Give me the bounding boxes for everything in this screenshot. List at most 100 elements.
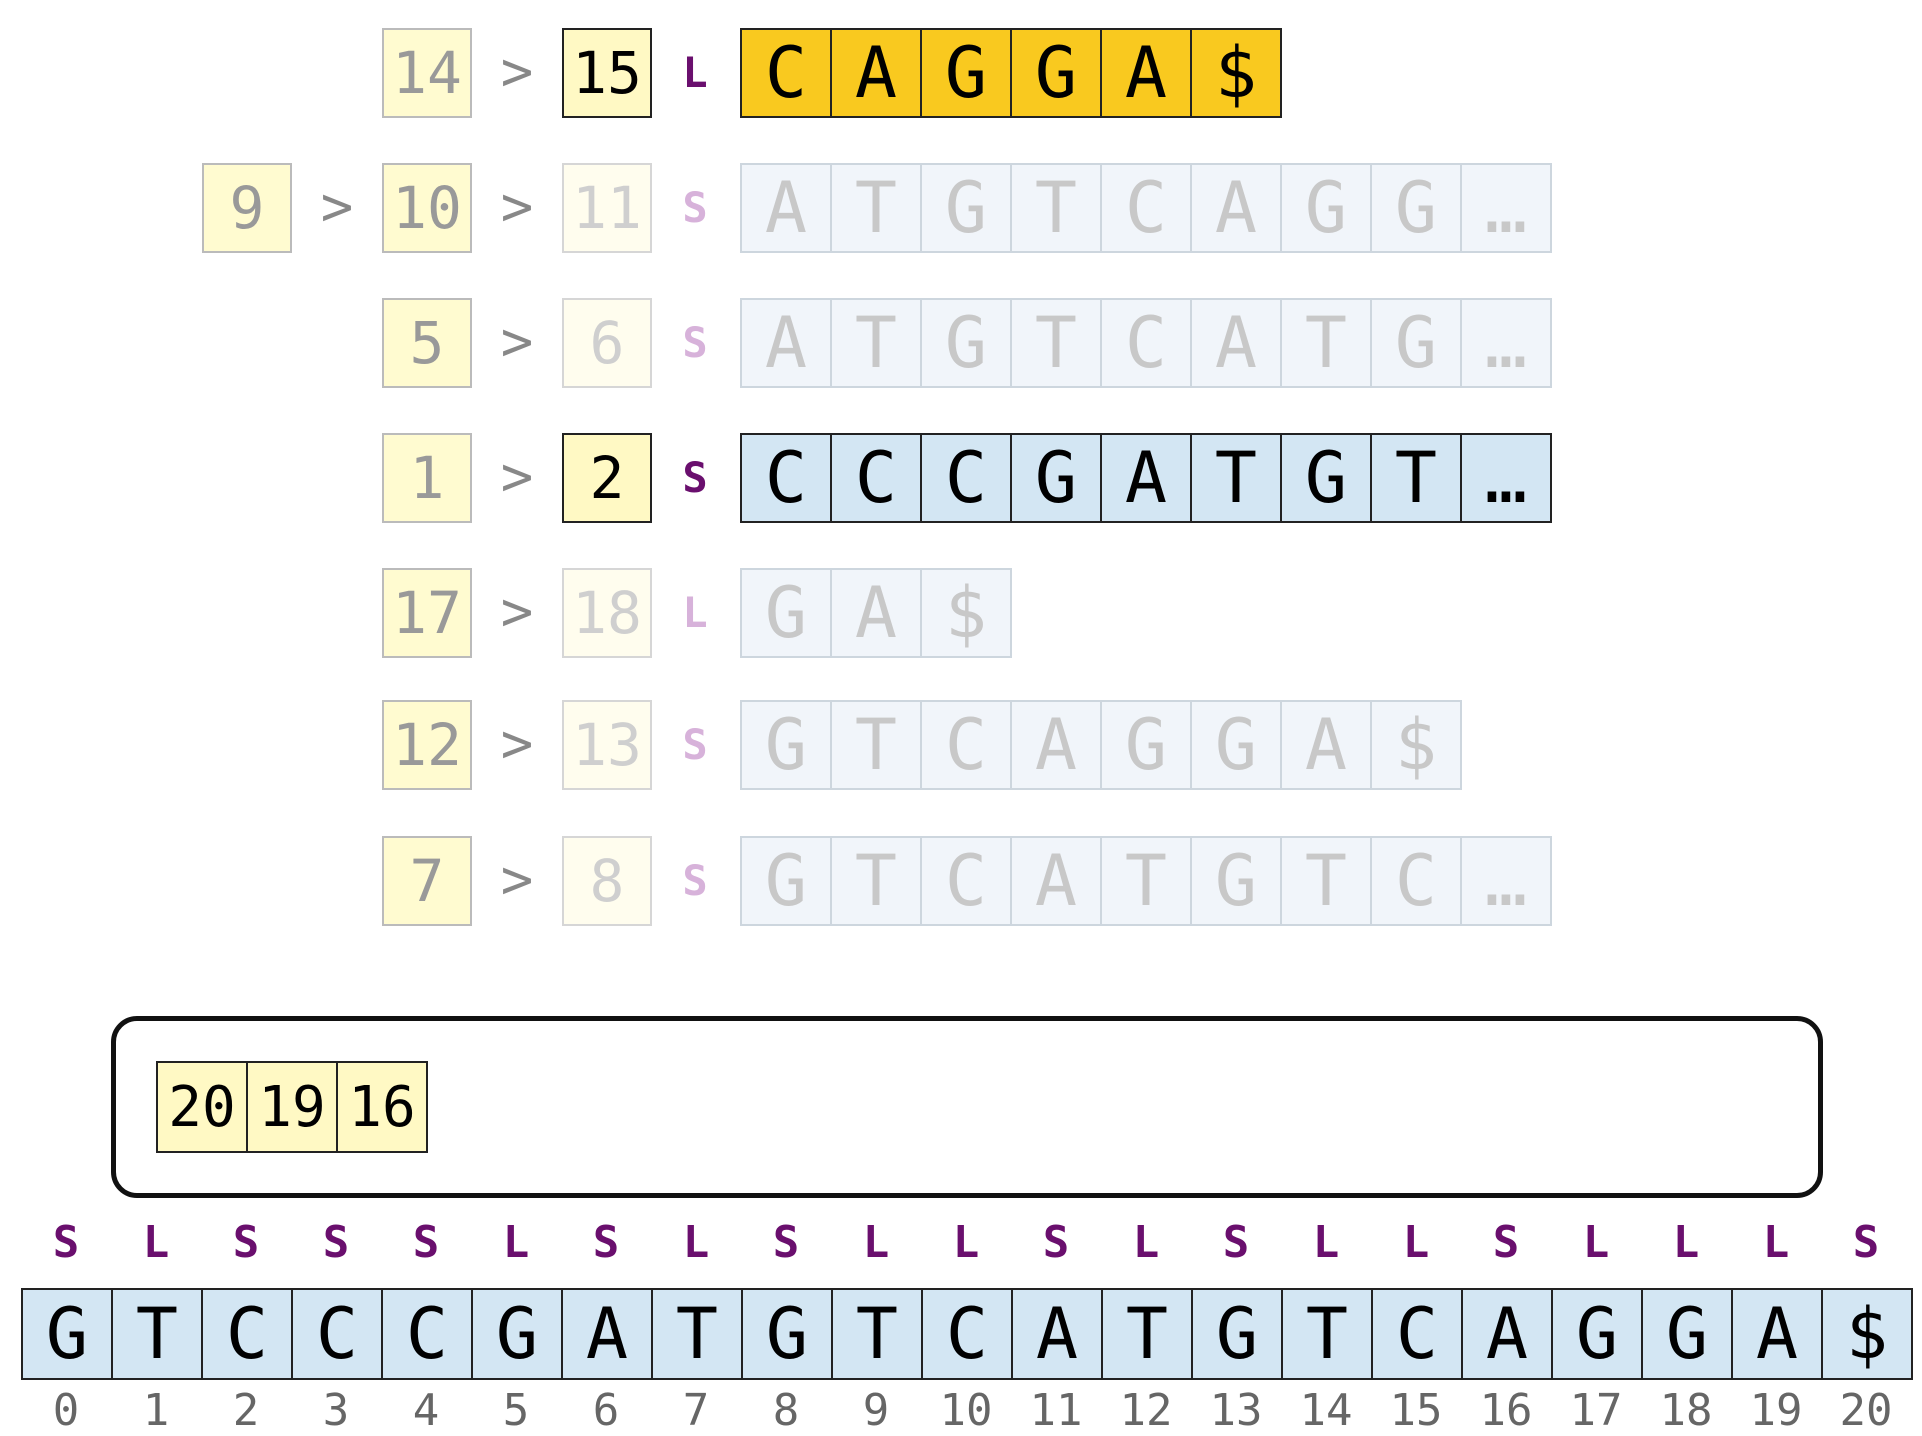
sequence-type-label: S bbox=[1222, 1217, 1250, 1268]
sequence-type-label: S bbox=[1852, 1217, 1880, 1268]
sequence-char-cell: G bbox=[1191, 1288, 1283, 1380]
sequence-index-label: 0 bbox=[52, 1385, 80, 1436]
suffix-number-box: 13 bbox=[562, 700, 652, 790]
sequence-type-label: S bbox=[1492, 1217, 1520, 1268]
suffix-char-cell: G bbox=[1370, 298, 1462, 388]
sequence-index-label: 1 bbox=[142, 1385, 170, 1436]
suffix-char-cell: A bbox=[1010, 836, 1102, 926]
suffix-char-cell: G bbox=[1280, 163, 1372, 253]
suffix-char-cell: A bbox=[740, 298, 832, 388]
sequence-index-label: 20 bbox=[1839, 1385, 1893, 1436]
sequence-type-label: S bbox=[772, 1217, 800, 1268]
sequence-char-cell: $ bbox=[1821, 1288, 1913, 1380]
suffix-char-cell: T bbox=[830, 298, 922, 388]
sequence-index-label: 19 bbox=[1749, 1385, 1803, 1436]
sequence-index-label: 7 bbox=[682, 1385, 710, 1436]
greater-than-sign: > bbox=[500, 712, 534, 775]
suffix-char-cell: C bbox=[1100, 163, 1192, 253]
suffix-char-cell: T bbox=[830, 163, 922, 253]
greater-than-sign: > bbox=[500, 310, 534, 373]
suffix-char-cell: $ bbox=[920, 568, 1012, 658]
sequence-type-label: L bbox=[1312, 1217, 1340, 1268]
suffix-char-cell: C bbox=[740, 433, 832, 523]
suffix-char-cell: A bbox=[1280, 700, 1372, 790]
suffix-char-cell: A bbox=[1190, 298, 1282, 388]
sequence-char-cell: G bbox=[471, 1288, 563, 1380]
sequence-char-cell: C bbox=[1371, 1288, 1463, 1380]
greater-than-sign: > bbox=[320, 175, 354, 238]
suffix-char-cell: G bbox=[1280, 433, 1372, 523]
suffix-char-cell: C bbox=[920, 836, 1012, 926]
suffix-char-cell: T bbox=[1370, 433, 1462, 523]
sequence-char-cell: T bbox=[1281, 1288, 1373, 1380]
sequence-char-cell: A bbox=[561, 1288, 653, 1380]
sequence-type-label: L bbox=[1672, 1217, 1700, 1268]
suffix-number-box: 5 bbox=[382, 298, 472, 388]
suffix-char-cell: G bbox=[1190, 836, 1282, 926]
suffix-char-cell: A bbox=[740, 163, 832, 253]
sequence-char-cell: T bbox=[651, 1288, 743, 1380]
sequence-index-label: 14 bbox=[1299, 1385, 1353, 1436]
suffix-number-box: 15 bbox=[562, 28, 652, 118]
sequence-type-label: L bbox=[1762, 1217, 1790, 1268]
suffix-number-box: 14 bbox=[382, 28, 472, 118]
suffix-char-cell: … bbox=[1460, 163, 1552, 253]
sequence-type-label: L bbox=[862, 1217, 890, 1268]
suffix-char-cell: G bbox=[1190, 700, 1282, 790]
suffix-char-cell: T bbox=[1280, 298, 1372, 388]
suffix-number-box: 7 bbox=[382, 836, 472, 926]
sequence-type-label: S bbox=[1042, 1217, 1070, 1268]
suffix-char-cell: G bbox=[1010, 28, 1102, 118]
suffix-char-cell: $ bbox=[1190, 28, 1282, 118]
suffix-number-box: 6 bbox=[562, 298, 652, 388]
suffix-number-box: 18 bbox=[562, 568, 652, 658]
suffix-char-cell: C bbox=[1100, 298, 1192, 388]
suffix-char-cell: T bbox=[1280, 836, 1372, 926]
sequence-char-cell: C bbox=[381, 1288, 473, 1380]
greater-than-sign: > bbox=[500, 580, 534, 643]
sequence-char-cell: G bbox=[741, 1288, 833, 1380]
sequence-char-cell: G bbox=[21, 1288, 113, 1380]
sequence-index-label: 11 bbox=[1029, 1385, 1083, 1436]
suffix-type-label: S bbox=[682, 720, 708, 769]
sequence-index-label: 13 bbox=[1209, 1385, 1263, 1436]
sequence-char-cell: C bbox=[921, 1288, 1013, 1380]
greater-than-sign: > bbox=[500, 848, 534, 911]
bucket-frame bbox=[111, 1016, 1823, 1198]
suffix-char-cell: T bbox=[830, 836, 922, 926]
suffix-char-cell: C bbox=[920, 433, 1012, 523]
sequence-index-label: 10 bbox=[939, 1385, 993, 1436]
sequence-index-label: 8 bbox=[772, 1385, 800, 1436]
suffix-char-cell: G bbox=[740, 700, 832, 790]
sequence-index-label: 2 bbox=[232, 1385, 260, 1436]
suffix-char-cell: C bbox=[1370, 836, 1462, 926]
suffix-char-cell: G bbox=[1010, 433, 1102, 523]
sequence-index-label: 15 bbox=[1389, 1385, 1443, 1436]
suffix-char-cell: … bbox=[1460, 298, 1552, 388]
suffix-char-cell: A bbox=[830, 28, 922, 118]
suffix-type-label: L bbox=[682, 588, 708, 637]
sequence-type-label: L bbox=[1132, 1217, 1160, 1268]
suffix-char-cell: T bbox=[1010, 163, 1102, 253]
suffix-char-cell: G bbox=[920, 28, 1012, 118]
suffix-number-box: 12 bbox=[382, 700, 472, 790]
sequence-index-label: 4 bbox=[412, 1385, 440, 1436]
suffix-char-cell: G bbox=[740, 568, 832, 658]
suffix-char-cell: G bbox=[920, 298, 1012, 388]
suffix-char-cell: G bbox=[740, 836, 832, 926]
suffix-char-cell: T bbox=[1100, 836, 1192, 926]
sequence-index-label: 5 bbox=[502, 1385, 530, 1436]
suffix-char-cell: C bbox=[920, 700, 1012, 790]
sequence-char-cell: T bbox=[1101, 1288, 1193, 1380]
sequence-char-cell: A bbox=[1461, 1288, 1553, 1380]
sequence-type-label: S bbox=[592, 1217, 620, 1268]
suffix-char-cell: A bbox=[1100, 28, 1192, 118]
sequence-char-cell: G bbox=[1641, 1288, 1733, 1380]
sequence-type-label: L bbox=[1402, 1217, 1430, 1268]
suffix-char-cell: G bbox=[1370, 163, 1462, 253]
sequence-char-cell: T bbox=[831, 1288, 923, 1380]
sequence-char-cell: T bbox=[111, 1288, 203, 1380]
sequence-type-label: L bbox=[142, 1217, 170, 1268]
sequence-type-label: L bbox=[502, 1217, 530, 1268]
suffix-char-cell: A bbox=[1010, 700, 1102, 790]
